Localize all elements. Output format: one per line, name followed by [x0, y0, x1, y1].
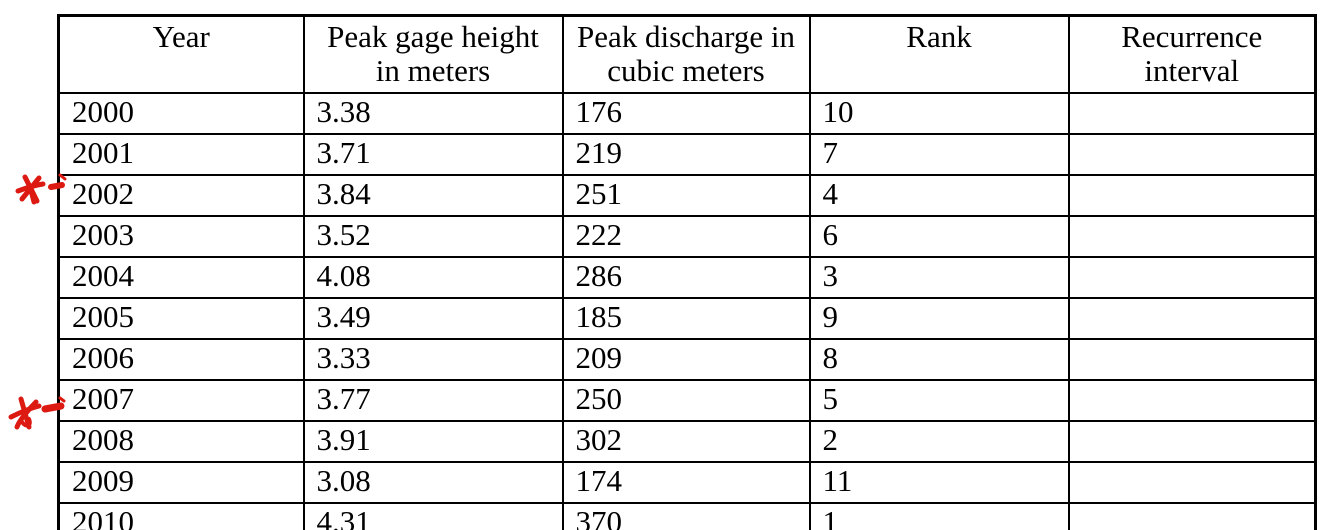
table-row: 2010 4.31 370 1 [57, 502, 1317, 530]
table-row: 2009 3.08 174 11 [57, 461, 1317, 504]
cell-recurrence [1067, 297, 1317, 340]
cell-discharge: 209 [561, 338, 811, 381]
flood-frequency-table: Year Peak gage height in meters Peak dis… [57, 14, 1317, 530]
cell-rank: 1 [808, 502, 1070, 530]
table-row: 2001 3.71 219 7 [57, 133, 1317, 176]
cell-recurrence [1067, 338, 1317, 381]
cell-year: 2006 [57, 338, 305, 381]
header-cell-rank: Rank [808, 14, 1070, 94]
cell-year: 2000 [57, 92, 305, 135]
cell-year: 2001 [57, 133, 305, 176]
cell-gage: 3.77 [302, 379, 564, 422]
cell-rank: 4 [808, 174, 1070, 217]
cell-gage: 3.84 [302, 174, 564, 217]
cell-recurrence [1067, 256, 1317, 299]
table-row-marked-2002: 2002 3.84 251 4 [57, 174, 1317, 217]
cell-discharge: 176 [561, 92, 811, 135]
cell-recurrence [1067, 92, 1317, 135]
cell-gage: 3.52 [302, 215, 564, 258]
cell-recurrence [1067, 379, 1317, 422]
cell-gage: 3.33 [302, 338, 564, 381]
header-cell-year: Year [57, 14, 305, 94]
table-row: 2000 3.38 176 10 [57, 92, 1317, 135]
cell-gage: 3.71 [302, 133, 564, 176]
cell-recurrence [1067, 420, 1317, 463]
cell-year: 2004 [57, 256, 305, 299]
cell-gage: 3.38 [302, 92, 564, 135]
cell-gage: 4.31 [302, 502, 564, 530]
cell-rank: 2 [808, 420, 1070, 463]
cell-discharge: 302 [561, 420, 811, 463]
cell-year: 2007 [57, 379, 305, 422]
cell-rank: 6 [808, 215, 1070, 258]
cell-year: 2003 [57, 215, 305, 258]
header-cell-gage: Peak gage height in meters [302, 14, 564, 94]
table-row: 2004 4.08 286 3 [57, 256, 1317, 299]
cell-rank: 10 [808, 92, 1070, 135]
table-row: 2005 3.49 185 9 [57, 297, 1317, 340]
cell-year: 2002 [57, 174, 305, 217]
header-cell-recurrence: Recurrence interval [1067, 14, 1317, 94]
cell-rank: 5 [808, 379, 1070, 422]
cell-rank: 3 [808, 256, 1070, 299]
cell-gage: 3.49 [302, 297, 564, 340]
cell-year: 2009 [57, 461, 305, 504]
cell-recurrence [1067, 133, 1317, 176]
cell-discharge: 222 [561, 215, 811, 258]
cell-discharge: 185 [561, 297, 811, 340]
table-header-row: Year Peak gage height in meters Peak dis… [57, 14, 1317, 94]
cell-recurrence [1067, 174, 1317, 217]
cell-rank: 11 [808, 461, 1070, 504]
cell-year: 2010 [57, 502, 305, 530]
table-row: 2007 3.77 250 5 [57, 379, 1317, 422]
table-row: 2006 3.33 209 8 [57, 338, 1317, 381]
cell-discharge: 286 [561, 256, 811, 299]
cell-discharge: 219 [561, 133, 811, 176]
cell-gage: 4.08 [302, 256, 564, 299]
table-row-marked-2008: 2008 3.91 302 2 [57, 420, 1317, 463]
cell-discharge: 370 [561, 502, 811, 530]
cell-recurrence [1067, 215, 1317, 258]
table-row: 2003 3.52 222 6 [57, 215, 1317, 258]
cell-rank: 7 [808, 133, 1070, 176]
cell-gage: 3.91 [302, 420, 564, 463]
cell-rank: 8 [808, 338, 1070, 381]
header-cell-discharge: Peak discharge in cubic meters [561, 14, 811, 94]
cell-recurrence [1067, 461, 1317, 504]
cell-gage: 3.08 [302, 461, 564, 504]
cell-recurrence [1067, 502, 1317, 530]
cell-discharge: 251 [561, 174, 811, 217]
cell-discharge: 250 [561, 379, 811, 422]
cell-rank: 9 [808, 297, 1070, 340]
cell-year: 2008 [57, 420, 305, 463]
cell-discharge: 174 [561, 461, 811, 504]
cell-year: 2005 [57, 297, 305, 340]
